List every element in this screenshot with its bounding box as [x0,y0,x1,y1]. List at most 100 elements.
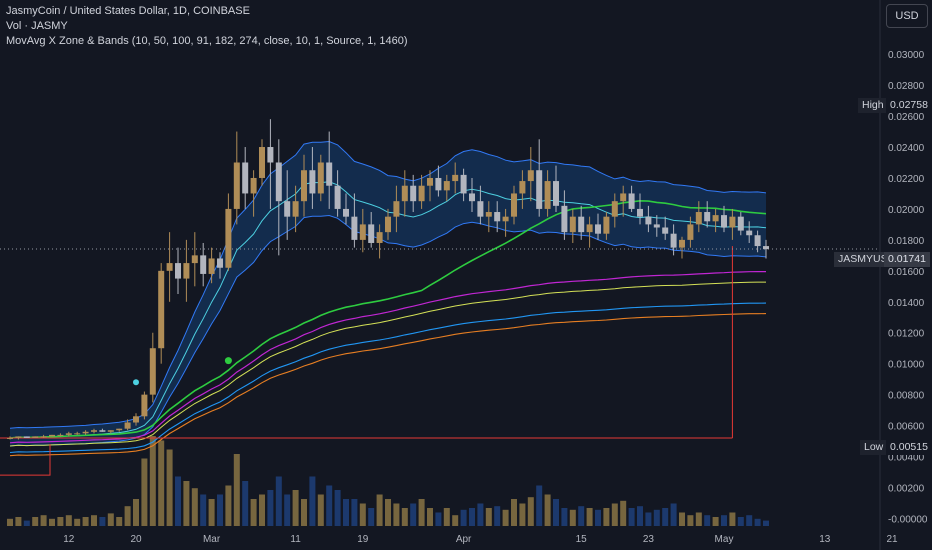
volume-bar [452,515,459,526]
volume-bar [670,503,677,526]
candle-body [410,185,417,202]
candle-body [49,434,55,437]
candle-body [637,208,643,217]
volume-bar [217,494,223,526]
candle-body [418,185,425,202]
candle-body [99,430,106,432]
candle-body [267,147,274,163]
volume-bar [469,508,475,526]
candle-body [334,185,341,209]
candle-body [141,394,148,417]
candle-body [309,170,316,194]
candle-body [679,239,685,248]
volume-bar [275,476,282,526]
y-tick-label: 0.00200 [888,484,925,495]
volume-bar [754,518,761,526]
candle-body [91,430,97,432]
candle-body [82,431,89,434]
volume-bar [662,508,669,526]
volume-bar [695,512,702,526]
volume-bar [645,512,652,526]
candle-body [376,232,383,243]
candle-body [645,216,652,225]
candle-body [586,224,593,233]
x-tick-label: 11 [290,534,301,545]
candle-body [301,170,307,202]
candle-body [427,177,433,186]
candle-body [107,430,114,432]
volume-bar [292,490,299,526]
volume-bar [485,508,492,526]
volume-bar [569,509,576,526]
candle-body [158,270,165,349]
volume-bar [511,499,517,526]
ma10-marker [133,379,139,386]
x-tick-label: 20 [130,534,142,545]
candle-body [7,437,13,439]
candle-body [729,216,736,228]
volume-bar [23,520,30,526]
volume-bar [704,515,711,526]
volume-bar [65,515,72,526]
candle-body [351,216,358,240]
volume-bar [166,449,173,526]
y-tick-label: -0.00000 [888,514,928,525]
candle-body [502,216,509,222]
volume-bar [376,494,383,526]
volume-bar [40,515,47,526]
volume-bar [351,499,358,526]
candle-body [477,201,484,217]
x-tick-label: 15 [576,534,588,545]
candle-body [536,170,543,209]
candle-body [368,224,375,243]
y-tick-label: 0.01800 [888,236,925,247]
x-tick-label: Mar [203,534,221,545]
candle-body [23,436,30,438]
candle-body [15,436,22,438]
volume-bar [536,485,543,526]
volume-bar [141,458,148,526]
volume-bar [418,499,425,526]
candle-body [620,193,627,202]
volume-bar [107,513,114,526]
candle-body [603,216,610,234]
candle-body [166,263,173,271]
candle-body [519,181,526,194]
ma100-line [9,271,766,444]
volume-bar [301,499,307,526]
candle-body [74,433,81,435]
y-tick-label: 0.02600 [888,112,925,123]
candle-body [561,205,568,233]
volume-bar [359,503,366,526]
y-tick-label: 0.01200 [888,329,925,340]
candle-body [687,224,694,240]
volume-bar [284,494,291,526]
candle-body [460,174,467,194]
volume-bar [393,503,400,526]
volume-bar [410,503,417,526]
volume-bar [477,503,484,526]
candle-body [385,216,391,233]
y-tick-label: 0.01000 [888,360,925,371]
x-tick-label: 12 [63,534,75,545]
volume-bar [763,520,769,526]
volume-bar [175,476,181,526]
candle-body [200,255,207,274]
candle-body [628,193,635,209]
volume-bar [721,515,727,526]
candle-body [292,201,299,217]
candle-body [40,436,47,438]
volume-bar [15,517,22,526]
volume-bar [611,503,618,526]
volume-bar [443,508,450,526]
low-value: 0.00515 [886,440,932,455]
y-tick-label: 0.02000 [888,205,925,216]
candle-body [317,162,324,194]
volume-bar [208,499,215,526]
volume-bar [553,499,559,526]
currency-button[interactable]: USD [886,4,928,28]
last-price-value: 0.01741 [884,252,930,267]
volume-bar [74,518,81,526]
candle-body [393,201,400,217]
